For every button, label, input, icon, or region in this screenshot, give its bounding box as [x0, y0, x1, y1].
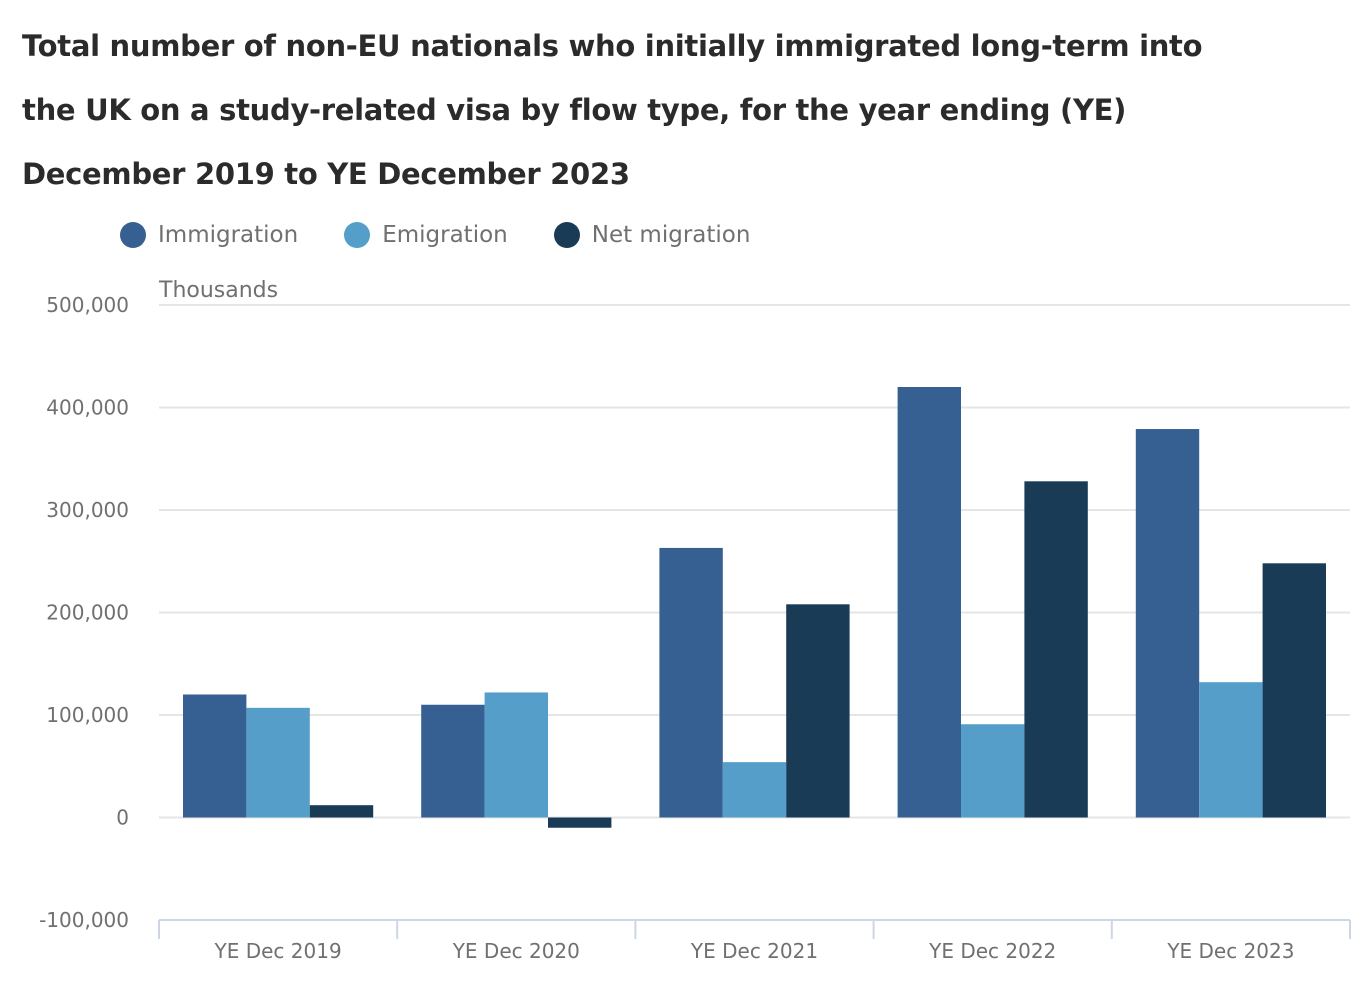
bar-emigration — [1199, 682, 1263, 818]
legend-marker-icon — [344, 222, 371, 248]
bar-immigration — [1135, 429, 1200, 818]
y-axis: 500,000 400,000 300,000 200,000 100,000 0 -100… — [39, 293, 129, 932]
bar-emigration — [961, 724, 1025, 818]
legend-label: Net migration — [591, 222, 751, 248]
y-axis-unit-label: Thousands — [158, 278, 278, 303]
y-tick-label: -100,000 — [39, 908, 129, 932]
bar-net-migration — [786, 604, 850, 818]
chart-title-line: the UK on a study-related visa by flow t… — [22, 93, 1127, 127]
y-tick-label: 200,000 — [46, 601, 129, 625]
y-tick-label: 400,000 — [46, 396, 129, 420]
chart-title-line: Total number of non-EU nationals who ini… — [22, 29, 1203, 63]
x-tick-label: YE Dec 2021 — [690, 939, 818, 963]
bar-emigration — [722, 762, 787, 818]
legend-item-immigration[interactable]: Immigration — [120, 222, 298, 248]
x-tick-label: YE Dec 2023 — [1166, 939, 1294, 963]
bars — [183, 387, 1326, 828]
bar-emigration — [246, 707, 310, 818]
chart-title: Total number of non-EU nationals who ini… — [22, 14, 1272, 206]
x-tick-label: YE Dec 2019 — [214, 939, 342, 963]
x-tick-label: YE Dec 2020 — [452, 939, 580, 963]
chart-title-line: December 2019 to YE December 2023 — [22, 157, 630, 191]
bar-net-migration — [548, 817, 612, 828]
bar-net-migration — [1024, 481, 1088, 818]
bar-emigration — [484, 692, 548, 818]
legend-item-net-migration[interactable]: Net migration — [553, 222, 751, 248]
legend-marker-icon — [120, 222, 146, 248]
legend-item-emigration[interactable]: Emigration — [344, 222, 508, 248]
bar-immigration — [183, 694, 247, 818]
legend-label: Emigration — [382, 222, 508, 248]
y-tick-label: 100,000 — [46, 703, 129, 727]
x-tick-label: YE Dec 2022 — [928, 939, 1056, 963]
legend-marker-icon — [553, 222, 580, 248]
bar-net-migration — [1262, 563, 1326, 818]
bar-immigration — [421, 704, 485, 818]
bar-net-migration — [309, 805, 374, 818]
y-tick-label: 500,000 — [46, 293, 129, 317]
legend-label: Immigration — [158, 222, 299, 248]
x-axis: YE Dec 2019 YE Dec 2020 YE Dec 2021 YE Dec … — [158, 919, 1351, 963]
bar-immigration — [659, 547, 723, 818]
bar-immigration — [897, 387, 961, 818]
y-tick-label: 0 — [116, 806, 129, 830]
y-tick-label: 300,000 — [46, 498, 129, 522]
legend: Immigration Emigration Net migration — [120, 222, 796, 248]
